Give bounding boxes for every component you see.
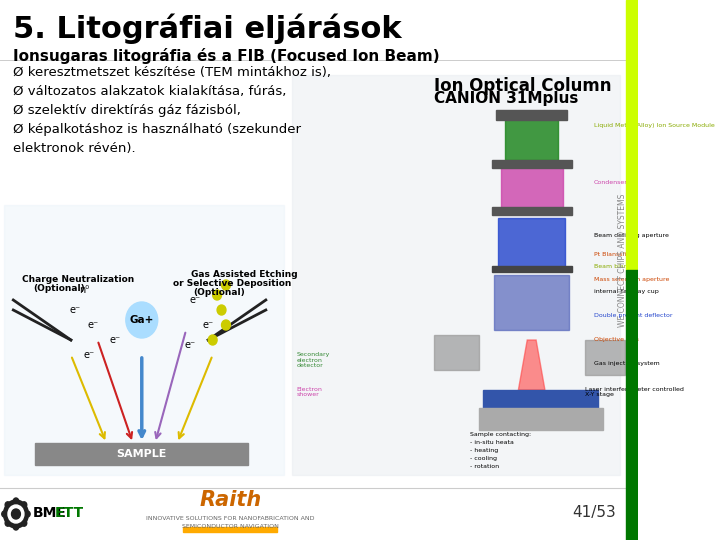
Text: ETT: ETT xyxy=(55,506,84,520)
Text: Liquid Metal (Alloy) Ion Source Module: Liquid Metal (Alloy) Ion Source Module xyxy=(594,123,714,127)
Circle shape xyxy=(4,500,28,528)
Text: Raith: Raith xyxy=(199,490,261,510)
Text: e⁻: e⁻ xyxy=(70,305,81,315)
Text: Sample contacting:: Sample contacting: xyxy=(469,432,531,437)
Bar xyxy=(495,275,569,330)
Circle shape xyxy=(222,280,230,290)
Text: Ø szelektív direktírás gáz fázisból,: Ø szelektív direktírás gáz fázisból, xyxy=(13,104,241,117)
Text: elektronok révén).: elektronok révén). xyxy=(13,142,136,155)
Text: Charge Neutralization: Charge Neutralization xyxy=(22,275,135,284)
Text: e⁻: e⁻ xyxy=(83,350,94,360)
Circle shape xyxy=(24,511,30,517)
Text: Gas Assisted Etching: Gas Assisted Etching xyxy=(191,270,297,279)
Bar xyxy=(0,0,626,85)
Bar xyxy=(626,0,638,270)
Bar xyxy=(35,443,248,465)
Text: e⁻: e⁻ xyxy=(109,335,121,345)
Text: BME: BME xyxy=(33,506,67,520)
Bar xyxy=(292,75,620,475)
Bar xyxy=(505,115,558,160)
Text: or Selective Deposition: or Selective Deposition xyxy=(173,279,291,288)
Circle shape xyxy=(5,502,11,508)
Text: Electron
shower: Electron shower xyxy=(297,387,323,397)
Text: 41/53: 41/53 xyxy=(572,505,616,521)
Circle shape xyxy=(8,505,24,523)
Text: e⁻: e⁻ xyxy=(185,340,196,350)
Text: internal Faraday cup: internal Faraday cup xyxy=(594,288,659,294)
Text: SEMICONDUCTOR NAVIGATION: SEMICONDUCTOR NAVIGATION xyxy=(182,524,279,530)
Circle shape xyxy=(222,320,230,330)
Bar xyxy=(4,205,284,475)
Circle shape xyxy=(13,498,19,504)
Text: INNOVATIVE SOLUTIONS FOR NANOFABRICATION AND: INNOVATIVE SOLUTIONS FOR NANOFABRICATION… xyxy=(146,516,315,521)
Circle shape xyxy=(13,524,19,530)
Circle shape xyxy=(22,520,27,526)
Text: SAMPLE: SAMPLE xyxy=(117,449,167,459)
Text: e⁻: e⁻ xyxy=(202,320,214,330)
Text: Secondary
electron
detector: Secondary electron detector xyxy=(297,352,330,368)
Polygon shape xyxy=(518,340,545,390)
Text: Ionsugaras litográfia és a FIB (Focused Ion Beam): Ionsugaras litográfia és a FIB (Focused … xyxy=(13,48,440,64)
Bar xyxy=(585,340,625,375)
Circle shape xyxy=(1,511,7,517)
Text: Objective lens: Objective lens xyxy=(594,338,639,342)
Text: Laser interferometer controlled
X-Y stage: Laser interferometer controlled X-Y stag… xyxy=(585,387,684,397)
Text: - heating: - heating xyxy=(469,448,498,453)
Text: Pt Blanssfilter: Pt Blanssfilter xyxy=(594,253,636,258)
Text: Gas injection system: Gas injection system xyxy=(594,361,660,366)
Bar xyxy=(479,408,603,430)
Text: n⁰: n⁰ xyxy=(79,285,89,295)
Text: Ø keresztmetszet készítése (TEM mintákhoz is),: Ø keresztmetszet készítése (TEM mintákho… xyxy=(13,66,331,79)
Circle shape xyxy=(5,520,11,526)
Text: Mass selection aperture: Mass selection aperture xyxy=(594,276,669,281)
Text: Ion Optical Column: Ion Optical Column xyxy=(434,77,612,95)
Circle shape xyxy=(22,502,27,508)
Bar xyxy=(483,390,598,410)
Circle shape xyxy=(126,302,158,338)
Bar xyxy=(184,527,277,532)
Circle shape xyxy=(12,509,20,519)
Text: Beam blanker: Beam blanker xyxy=(594,265,637,269)
Circle shape xyxy=(212,290,222,300)
Bar xyxy=(500,165,563,210)
Bar xyxy=(626,270,638,540)
Bar xyxy=(492,266,572,272)
Text: - in-situ heata: - in-situ heata xyxy=(469,440,513,445)
Text: CANION 31Mplus: CANION 31Mplus xyxy=(434,91,579,106)
Text: - cooling: - cooling xyxy=(469,456,497,461)
Circle shape xyxy=(217,305,226,315)
Text: (Optional): (Optional) xyxy=(193,288,245,297)
Bar xyxy=(496,110,567,120)
Bar xyxy=(434,335,479,370)
Text: Ø változatos alakzatok kialakítása, fúrás,: Ø változatos alakzatok kialakítása, fúrá… xyxy=(13,85,287,98)
Text: e⁻: e⁻ xyxy=(189,295,200,305)
Text: Ga+: Ga+ xyxy=(130,315,154,325)
Bar xyxy=(498,218,565,270)
Text: Condensers: Condensers xyxy=(594,179,631,185)
Text: 5. Litográfiai eljárások: 5. Litográfiai eljárások xyxy=(13,13,402,44)
Bar xyxy=(0,488,626,540)
Text: Double present deflector: Double present deflector xyxy=(594,313,672,318)
Text: WE CONNECT CHIPS AND SYSTEMS: WE CONNECT CHIPS AND SYSTEMS xyxy=(618,193,626,327)
Text: Ø képalkotáshoz is használható (szekunder: Ø képalkotáshoz is használható (szekunde… xyxy=(13,123,301,136)
Text: e⁻: e⁻ xyxy=(87,320,99,330)
Text: Beam defining aperture: Beam defining aperture xyxy=(594,233,669,238)
Circle shape xyxy=(208,335,217,345)
Text: (Optional): (Optional) xyxy=(34,284,86,293)
Text: - rotation: - rotation xyxy=(469,464,499,469)
Bar xyxy=(492,207,572,215)
Bar xyxy=(492,160,572,168)
